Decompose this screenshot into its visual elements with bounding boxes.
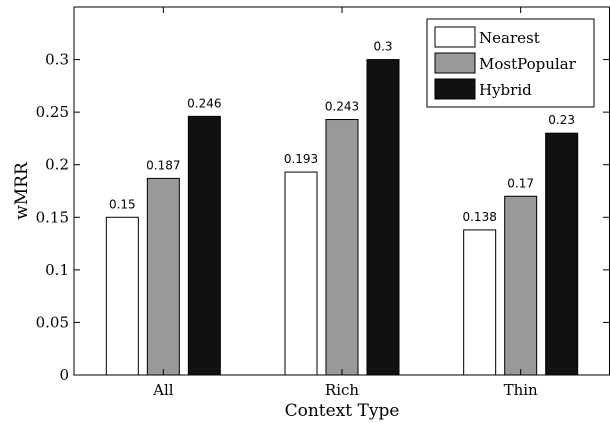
legend-swatch-mostpopular	[434, 52, 476, 74]
x-tick-label-thin: Thin	[504, 381, 538, 399]
x-tick-label-rich: Rich	[325, 381, 359, 399]
data-label-all-mostpopular: 0.187	[146, 158, 180, 172]
y-tick-label: 0.05	[36, 313, 69, 331]
bar-rich-hybrid	[366, 59, 400, 376]
y-tick-label: 0.2	[45, 156, 69, 174]
bar-rich-mostpopular	[325, 119, 359, 376]
bar-all-mostpopular	[146, 177, 180, 376]
data-label-rich-mostpopular: 0.243	[325, 100, 359, 114]
legend-label-nearest: Nearest	[479, 29, 540, 47]
data-label-thin-hybrid: 0.23	[548, 113, 575, 127]
y-tick-label: 0.3	[45, 51, 69, 69]
legend: Nearest MostPopular Hybrid	[426, 18, 595, 108]
bar-thin-mostpopular	[504, 195, 538, 376]
bar-all-nearest	[105, 216, 139, 376]
legend-label-hybrid: Hybrid	[479, 81, 532, 99]
bar-all-hybrid	[187, 115, 221, 376]
legend-swatch-nearest	[434, 26, 476, 48]
x-ticks-group: All Rich Thin	[152, 7, 538, 399]
data-label-thin-nearest: 0.138	[462, 210, 496, 224]
bars-group	[105, 59, 579, 376]
bar-thin-nearest	[463, 229, 497, 376]
y-axis-title: wMRR	[12, 161, 32, 220]
data-label-all-hybrid: 0.246	[187, 96, 221, 110]
y-tick-label: 0	[59, 366, 69, 384]
bar-rich-nearest	[284, 171, 318, 376]
y-tick-label: 0.15	[36, 208, 69, 226]
x-axis-title: Context Type	[285, 401, 400, 421]
y-tick-label: 0.25	[36, 103, 69, 121]
bar-thin-hybrid	[545, 132, 579, 376]
y-tick-label: 0.1	[45, 261, 69, 279]
data-label-rich-nearest: 0.193	[284, 152, 318, 166]
legend-swatch-hybrid	[434, 78, 476, 100]
data-label-all-nearest: 0.15	[109, 197, 136, 211]
y-ticks-group: 0 0.05 0.1 0.15 0.2 0.25 0.3	[36, 6, 609, 384]
x-tick-label-all: All	[152, 381, 174, 399]
data-labels-group: 0.15 0.187 0.246 0.193 0.243 0.3 0.138 0.17 0.23	[109, 40, 575, 224]
data-label-thin-mostpopular: 0.17	[507, 176, 534, 190]
legend-label-mostpopular: MostPopular	[479, 55, 577, 73]
data-label-rich-hybrid: 0.3	[373, 40, 392, 54]
